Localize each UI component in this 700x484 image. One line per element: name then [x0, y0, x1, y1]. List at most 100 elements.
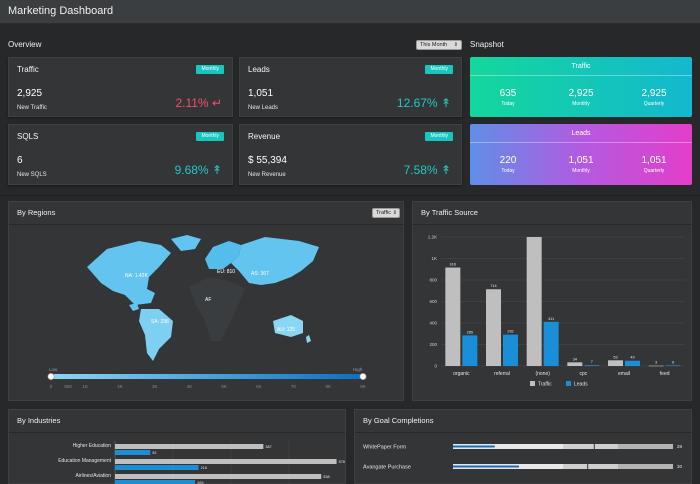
kpi-title: Traffic	[17, 65, 39, 74]
legend-handle-max[interactable]	[359, 373, 367, 381]
bar-traffic-none[interactable]	[526, 237, 542, 366]
kpi-value: 6	[17, 155, 23, 166]
legend-tick-label: 4K	[187, 384, 193, 389]
legend-tick-label: 6K	[256, 384, 262, 389]
snapshot-title: Leads	[571, 130, 591, 137]
legend-label: Traffic	[538, 382, 552, 388]
bar-industry-leads[interactable]	[115, 450, 151, 455]
bar-industry-traffic[interactable]	[115, 444, 264, 449]
label-af: AF	[205, 297, 211, 303]
snapshot-col-today: 635 Today	[499, 88, 517, 107]
label-na: NA: 1.42K	[125, 273, 148, 279]
bar-traffic-feed[interactable]	[648, 365, 664, 367]
bar-leads-none[interactable]	[543, 321, 559, 366]
app-header: Marketing Dashboard	[0, 0, 700, 24]
bar-traffic-email[interactable]	[608, 360, 623, 366]
goal-band-mid	[563, 464, 618, 469]
bar-leads-feed[interactable]	[665, 365, 681, 366]
kpi-badge: Monthly	[425, 65, 453, 74]
legend-swatch	[530, 381, 535, 386]
legend-ticks: 0 500 1K 2K 3K 4K 5K 6K 7K 8K 9K	[50, 384, 366, 389]
bar-industry-leads[interactable]	[115, 480, 196, 484]
kpi-card-revenue[interactable]: Revenue Monthly $ 55,394 New Revenue 7.5…	[239, 124, 462, 185]
legend-tick-label: 2K	[117, 384, 123, 389]
region-new-zealand[interactable]	[306, 335, 311, 343]
x-tick-label: cpc	[579, 371, 587, 377]
goal-progress[interactable]	[453, 445, 495, 448]
kpi-badge: Monthly	[425, 132, 453, 141]
data-label: 3	[655, 361, 657, 365]
kpi-change: 9.68% ↟	[174, 163, 222, 177]
regions-panel: By Regions Traffic ⇕ NA: 1.42K EU: 810 A…	[8, 201, 404, 401]
kpi-card-leads[interactable]: Leads Monthly 1,051 New Leads 12.67% ↟	[239, 57, 462, 117]
region-asia[interactable]	[231, 237, 319, 285]
y-tick-label: 1K	[431, 256, 437, 261]
snapshot-leads[interactable]: Leads 220 Today 1,051 Monthly 1,051 Quarter…	[470, 124, 692, 185]
bar-industry-leads[interactable]	[115, 465, 199, 470]
region-africa[interactable]	[189, 277, 245, 341]
regions-metric-value: Traffic	[376, 210, 391, 216]
goals-panel: By Goal Completions WhitePaper Form 28 Ava…	[354, 409, 692, 484]
label-au: AU: 125	[277, 327, 295, 333]
legend-handle-min[interactable]	[47, 373, 55, 381]
legend-tick-label: 5K	[221, 384, 227, 389]
divider	[470, 75, 692, 76]
region-australia[interactable]	[273, 315, 303, 337]
kpi-change: 12.67% ↟	[396, 96, 451, 110]
period-select[interactable]: This Month ⇕	[416, 40, 462, 50]
goal-label: Avangate Purchase	[363, 465, 411, 471]
y-tick-label: 1.2K	[428, 235, 437, 240]
legend-tick-label: 0	[50, 384, 53, 389]
bar-industry-traffic[interactable]	[115, 459, 337, 464]
goal-progress[interactable]	[453, 465, 519, 468]
snapshot-traffic[interactable]: Traffic 635 Today 2,925 Monthly 2,925 Quart…	[470, 57, 692, 117]
data-label: 538	[323, 475, 329, 479]
region-greenland[interactable]	[171, 235, 201, 251]
goal-value: 28	[677, 444, 683, 449]
kpi-title: SQLS	[17, 132, 39, 141]
bar-leads-referral[interactable]	[503, 334, 518, 366]
bar-industry-traffic[interactable]	[115, 474, 322, 479]
goal-value: 30	[677, 464, 683, 469]
industry-label: Airlines/Aviation	[76, 473, 112, 479]
snapshot-col-quarterly: 1,051 Quarterly	[641, 155, 667, 174]
traffic-source-chart: 0 200 400 600 800 1K 1.2K 916 285 organic 714 292 re…	[428, 235, 685, 388]
region-central-america[interactable]	[129, 303, 139, 311]
bar-traffic-referral[interactable]	[486, 289, 501, 366]
data-label: 218	[201, 466, 207, 470]
industry-label: Higher Education	[73, 443, 112, 449]
x-tick-label: organic	[453, 371, 470, 377]
data-label: 411	[548, 317, 554, 321]
arrow-up-icon: ↟	[440, 96, 451, 110]
legend-tick-label: 8K	[326, 384, 332, 389]
kpi-title: Leads	[248, 65, 270, 74]
goal-target-marker	[587, 463, 589, 470]
data-label: 53	[613, 355, 617, 359]
region-north-america[interactable]	[87, 241, 171, 305]
legend-high: High	[353, 367, 363, 372]
regions-metric-select[interactable]: Traffic ⇕	[372, 208, 400, 218]
data-label: 49	[630, 356, 634, 360]
region-south-america[interactable]	[139, 309, 173, 361]
bar-leads-email[interactable]	[625, 360, 640, 366]
kpi-badge: Monthly	[196, 65, 224, 74]
traffic-source-title: By Traffic Source	[421, 208, 478, 217]
kpi-subtitle: New Revenue	[248, 172, 286, 178]
goal-band-dark	[618, 444, 673, 449]
legend-low: Low	[49, 367, 58, 372]
bar-leads-organic[interactable]	[462, 335, 478, 366]
y-tick-label: 600	[429, 299, 437, 304]
snapshot-col-quarterly: 2,925 Quarterly	[641, 88, 667, 107]
bar-traffic-organic[interactable]	[445, 267, 461, 366]
legend-tick-label: 3K	[152, 384, 158, 389]
snapshot-col-today: 220 Today	[499, 155, 517, 174]
bar-traffic-cpc[interactable]	[567, 362, 583, 366]
divider	[9, 432, 345, 433]
bar-leads-cpc[interactable]	[584, 365, 600, 366]
kpi-card-traffic[interactable]: Traffic Monthly 2,925 New Traffic 2.11% …	[8, 57, 233, 117]
kpi-subtitle: New SQLS	[17, 172, 47, 178]
kpi-card-sqls[interactable]: SQLS Monthly 6 New SQLS 9.68% ↟	[8, 124, 233, 185]
goal-band-light	[453, 444, 563, 449]
chevron-updown-icon: ⇕	[392, 210, 397, 216]
world-map: NA: 1.42K EU: 810 AS: 367 SA: 298 AF AU:…	[47, 235, 367, 389]
